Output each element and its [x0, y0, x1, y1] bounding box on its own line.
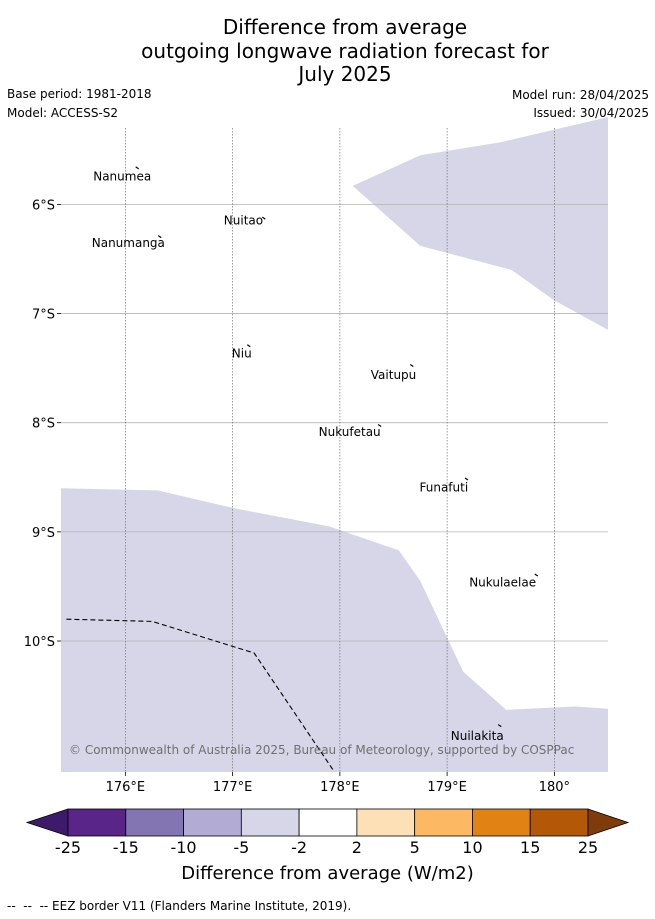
island-label: Nanumanga — [92, 236, 165, 250]
colorbar-bin — [67, 808, 127, 837]
lon-tick-label: 179°E — [427, 780, 467, 795]
island-label: Nukufetau — [319, 425, 381, 439]
colorbar-tick-label: -10 — [170, 838, 197, 857]
colorbar-tick-label: -25 — [54, 838, 82, 857]
colorbar-bin — [414, 808, 473, 837]
island-shape — [534, 573, 539, 577]
map-title: Difference from average outgoing longwav… — [141, 15, 549, 86]
anomaly-regions — [61, 117, 608, 772]
lat-tick-label: 6°S — [32, 198, 55, 213]
lon-tick-label: 177°E — [213, 780, 253, 795]
copyright-text: © Commonwealth of Australia 2025, Bureau… — [69, 743, 574, 757]
model-run-text: Model run: 28/04/2025 — [511, 88, 649, 102]
lon-tick-label: 180° — [539, 780, 570, 795]
colorbar-extend-low — [25, 808, 69, 837]
island-shape — [409, 363, 414, 367]
island-label: Vaitupu — [371, 368, 417, 382]
colorbar-extend-high — [587, 808, 630, 837]
island-shape — [261, 216, 266, 220]
issued-text: Issued: 30/04/2025 — [533, 106, 649, 120]
island-label: Nukulaelae — [469, 576, 536, 590]
island-shape — [246, 344, 251, 348]
colorbar-bin — [125, 808, 184, 837]
lon-tick-label: 176°E — [106, 780, 146, 795]
model-text: Model: ACCESS-S2 — [7, 106, 119, 120]
island-label: Nuilakita — [451, 729, 504, 743]
island-label: Niu — [232, 346, 252, 360]
colorbar-bin — [472, 808, 531, 837]
colorbar — [25, 808, 630, 837]
anomaly-region-north-east — [352, 117, 608, 330]
eez-border-line — [66, 618, 335, 773]
eez-border — [66, 618, 335, 773]
colorbar-tick-label: 5 — [409, 838, 420, 857]
forecast-map: Nanumea Nuitao Nanumanga Niu Vaitupu Nukufeta… — [24, 117, 630, 837]
colorbar-bin — [240, 808, 300, 837]
island-shape — [464, 477, 469, 481]
island-label: Funafuti — [419, 480, 468, 494]
base-period-text: Base period: 1981-2018 — [7, 87, 152, 101]
colorbar-bin — [298, 808, 358, 837]
colorbar-tick-label: 2 — [351, 838, 362, 857]
colorbar-tick-label: -5 — [233, 838, 250, 857]
island-label: Nanumea — [93, 169, 151, 183]
colorbar-tick-label: 25 — [577, 838, 599, 857]
colorbar-tick-label: 15 — [520, 838, 541, 857]
lon-tick-label: 178°E — [320, 780, 360, 795]
colorbar-title: Difference from average (W/m2) — [181, 863, 474, 884]
island-label: Nuitao — [224, 214, 263, 228]
map-axes: 6°S 7°S 8°S 9°S 10°S 176°E 177°E 178°E 179°E 180° — [24, 198, 570, 795]
island-shape — [135, 166, 140, 170]
lat-tick-label: 8°S — [32, 417, 55, 432]
anomaly-region-south — [61, 488, 608, 772]
lat-tick-label: 7°S — [32, 308, 55, 323]
island-markers: Nanumea Nuitao Nanumanga Niu Vaitupu Nukufeta… — [92, 166, 539, 743]
eez-legend-text: -- -- -- EEZ border V11 (Flanders Marine… — [7, 899, 352, 913]
colorbar-bin — [183, 808, 242, 837]
colorbar-tick-label: -15 — [112, 838, 139, 857]
colorbar-tick-label: -2 — [291, 838, 308, 857]
island-shape — [157, 235, 162, 239]
island-shape — [377, 423, 382, 427]
colorbar-tick-label: 10 — [462, 838, 483, 857]
island-shape — [497, 724, 502, 728]
lat-tick-label: 10°S — [24, 635, 55, 650]
colorbar-bin — [529, 808, 589, 837]
lat-tick-label: 9°S — [32, 526, 55, 541]
colorbar-bin — [356, 808, 416, 837]
graticule — [61, 128, 608, 772]
